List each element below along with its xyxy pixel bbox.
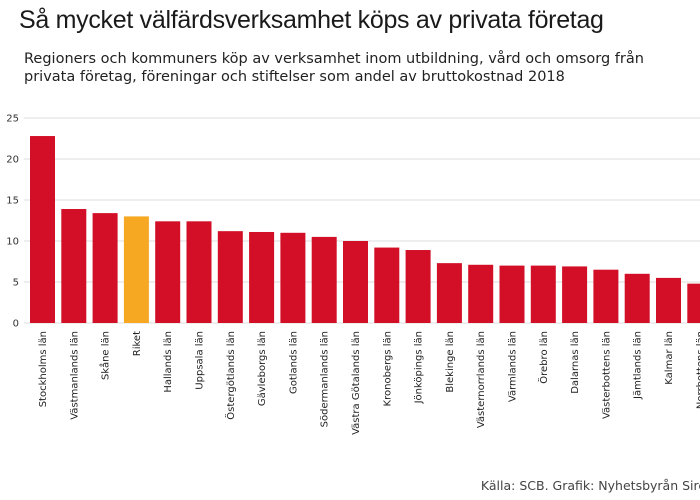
x-tick-label: Blekinge län bbox=[445, 331, 456, 393]
chart-title: Så mycket välfärdsverksamhet köps av pri… bbox=[19, 6, 604, 34]
bar bbox=[499, 265, 525, 323]
bar bbox=[656, 277, 681, 323]
x-tick-label: Uppsala län bbox=[195, 331, 206, 390]
bar bbox=[155, 221, 181, 323]
bar bbox=[374, 247, 400, 323]
bar bbox=[280, 232, 306, 323]
x-tick-label: Värmlands län bbox=[508, 331, 519, 402]
x-axis-ticks: Stockholms län Västmanlands län Skåne län R… bbox=[38, 331, 700, 435]
bar bbox=[186, 221, 212, 323]
x-tick-label: Västernorrlands län bbox=[476, 331, 487, 428]
x-tick-label: Jönköpings län bbox=[414, 331, 425, 404]
y-tick-label: 15 bbox=[6, 196, 19, 207]
x-tick-label: Kronobergs län bbox=[382, 331, 393, 406]
x-tick-label: Stockholms län bbox=[38, 331, 49, 407]
bar bbox=[562, 266, 588, 323]
bar bbox=[249, 231, 275, 323]
x-tick-label: Södermanlands län bbox=[320, 331, 331, 427]
bar bbox=[311, 236, 337, 323]
x-tick-label: Västra Götalands län bbox=[351, 331, 362, 435]
x-tick-label: Dalarnas län bbox=[570, 331, 581, 394]
y-tick-label: 10 bbox=[6, 237, 19, 248]
y-tick-label: 0 bbox=[13, 319, 19, 330]
x-tick-label: Gävleborgs län bbox=[257, 331, 268, 406]
bar bbox=[405, 250, 431, 323]
x-tick-label: Östergötlands län bbox=[224, 331, 237, 420]
bar bbox=[30, 136, 55, 323]
y-axis-ticks: 0 5 10 15 20 25 bbox=[6, 114, 19, 330]
chart-subtitle: Regioners och kommuners köp av verksamhe… bbox=[24, 51, 644, 85]
x-tick-label: Hallands län bbox=[163, 331, 174, 393]
x-tick-label: Västerbottens län bbox=[601, 331, 612, 419]
x-tick-label: Norrbottens län bbox=[695, 331, 700, 409]
x-tick-label: Kalmar län bbox=[664, 331, 675, 385]
x-tick-label: Västmanlands län bbox=[69, 331, 80, 420]
y-tick-label: 20 bbox=[6, 155, 19, 166]
bar bbox=[593, 269, 619, 323]
source-credit: Källa: SCB. Grafik: Nyhetsbyrån Siren bbox=[480, 478, 700, 493]
x-tick-label: Skåne län bbox=[99, 331, 112, 380]
x-tick-label: Gotlands län bbox=[288, 331, 299, 394]
bars bbox=[30, 136, 700, 323]
bar bbox=[92, 213, 118, 323]
y-tick-label: 5 bbox=[13, 278, 19, 289]
bar bbox=[624, 273, 650, 323]
y-tick-label: 25 bbox=[6, 114, 19, 125]
bar bbox=[530, 265, 556, 323]
bar bbox=[687, 283, 700, 323]
bar bbox=[61, 209, 87, 323]
bar bbox=[343, 241, 368, 323]
bar bbox=[436, 263, 462, 323]
bar bbox=[123, 216, 149, 323]
x-tick-label: Riket bbox=[132, 331, 143, 356]
bar bbox=[217, 231, 243, 323]
x-tick-label: Jämtlands län bbox=[633, 331, 644, 400]
bar bbox=[468, 264, 494, 323]
x-tick-label: Örebro län bbox=[537, 331, 550, 384]
